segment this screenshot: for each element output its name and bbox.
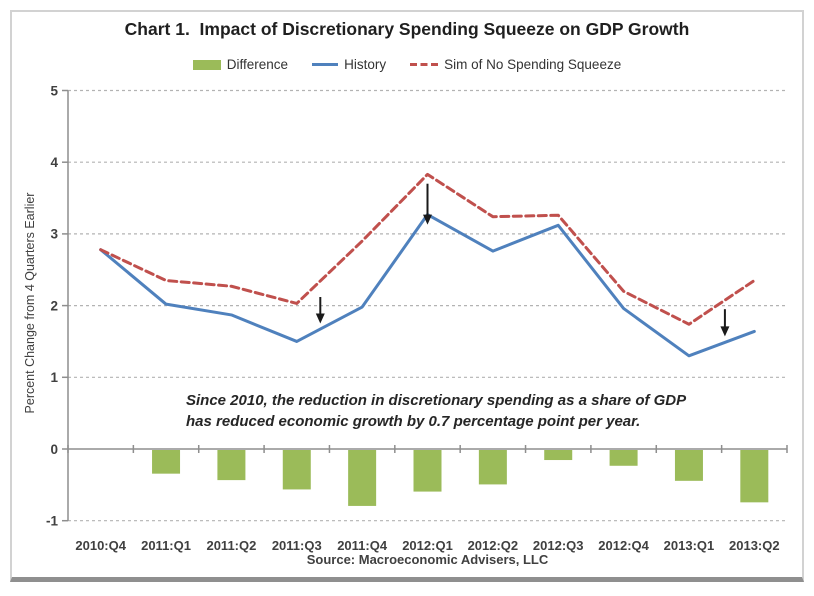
- history-line-swatch-icon: [312, 62, 339, 67]
- difference-bar: [217, 450, 246, 481]
- x-tick-label: 2013:Q2: [729, 538, 780, 553]
- y-tick-label: -1: [46, 514, 58, 529]
- legend-label-history: History: [344, 57, 387, 72]
- difference-bar: [478, 450, 507, 485]
- x-tick-label: 2012:Q1: [402, 538, 453, 553]
- annotation-text: Since 2010, the reduction in discretiona…: [186, 390, 686, 432]
- legend-item-sim: Sim of No Spending Squeeze: [410, 57, 621, 72]
- annotation-line-1: Since 2010, the reduction in discretiona…: [186, 392, 687, 409]
- chart-title: Chart 1. Impact of Discretionary Spendin…: [124, 19, 690, 39]
- x-tick-label: 2012:Q2: [468, 538, 519, 553]
- annotation-line-2: has reduced economic growth by 0.7 perce…: [186, 413, 641, 430]
- y-tick-label: 2: [50, 298, 58, 313]
- source-text: Source: Macroeconomic Advisers, LLC: [306, 552, 549, 567]
- x-tick-label: 2011:Q3: [272, 538, 322, 553]
- y-tick-label: 4: [50, 155, 58, 170]
- difference-bar: [674, 450, 703, 481]
- legend-label-sim: Sim of No Spending Squeeze: [444, 57, 622, 72]
- x-tick-label: 2010:Q4: [75, 538, 126, 553]
- down-arrow-head-icon: [315, 313, 325, 324]
- difference-bar: [348, 450, 377, 506]
- x-tick-label: 2012:Q4: [598, 538, 649, 553]
- sim-line: [99, 172, 756, 326]
- x-tick-label: 2011:Q4: [337, 538, 388, 553]
- legend: Difference History Sim of No Spending Sq…: [0, 57, 814, 72]
- difference-bar: [609, 450, 638, 466]
- x-tick-label: 2013:Q1: [664, 538, 715, 553]
- difference-bar: [544, 450, 573, 461]
- y-axis-title: Percent Change from 4 Quarters Earlier: [23, 193, 37, 414]
- sim-dashed-line-swatch-icon: [410, 62, 439, 67]
- difference-bar: [152, 450, 181, 474]
- difference-bar: [413, 450, 442, 492]
- down-arrow-head-icon: [720, 326, 730, 337]
- y-tick-label: 1: [50, 370, 58, 385]
- down-arrow-head-icon: [423, 214, 432, 225]
- x-tick-label: 2011:Q1: [141, 538, 191, 553]
- legend-item-history: History: [312, 57, 386, 72]
- x-tick-label: 2011:Q2: [206, 538, 256, 553]
- difference-bar-swatch-icon: [192, 59, 221, 70]
- y-tick-label: 3: [50, 227, 58, 242]
- difference-bar: [740, 450, 769, 503]
- chart-border-frame: [10, 10, 804, 582]
- difference-bar: [282, 450, 311, 490]
- x-tick-label: 2012:Q3: [533, 538, 584, 553]
- legend-item-difference: Difference: [192, 57, 289, 72]
- y-tick-label: 5: [50, 83, 58, 98]
- y-tick-label: 0: [50, 442, 58, 457]
- history-line: [99, 213, 756, 358]
- legend-label-difference: Difference: [226, 57, 289, 72]
